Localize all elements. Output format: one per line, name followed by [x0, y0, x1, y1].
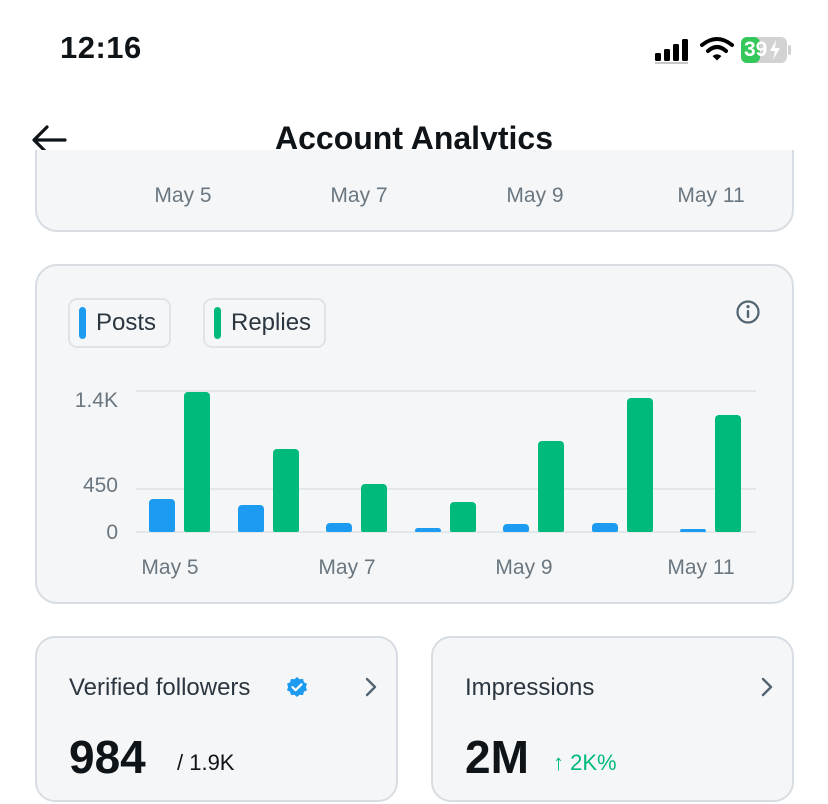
posts-bar[interactable]: [591, 523, 618, 532]
x-axis-label: May 7: [330, 184, 388, 207]
status-time: 12:16: [60, 30, 142, 65]
x-tick-label: May 9: [495, 556, 553, 579]
posts-bar[interactable]: [149, 498, 175, 532]
replies-bar[interactable]: [538, 440, 564, 532]
replies-bar[interactable]: [449, 501, 476, 532]
replies-swatch: [214, 307, 221, 339]
chevron-right-icon: [761, 677, 773, 697]
replies-bar[interactable]: [715, 415, 741, 532]
posts-bar[interactable]: [326, 522, 352, 532]
x-axis-label: May 11: [677, 184, 745, 207]
posts-swatch: [79, 307, 86, 339]
x-axis-label: May 5: [154, 184, 212, 207]
replies-bar[interactable]: [361, 484, 387, 532]
battery-indicator: 39: [740, 36, 792, 64]
y-tick-label: 1.4K: [74, 389, 118, 412]
cellular-signal-icon: [655, 39, 688, 64]
posts-replies-chart-card: [35, 264, 794, 604]
posts-bar[interactable]: [237, 504, 264, 532]
info-icon[interactable]: [735, 299, 761, 325]
posts-bar[interactable]: [503, 524, 529, 532]
verified-followers-card[interactable]: Verified followers 984 / 1.9K: [35, 636, 398, 802]
y-tick-label: 450: [82, 474, 118, 497]
replies-bar[interactable]: [626, 398, 653, 532]
impressions-label: Impressions: [465, 674, 595, 701]
posts-bar[interactable]: [680, 529, 706, 532]
verified-badge-icon: [287, 677, 307, 697]
impressions-card[interactable]: Impressions 2M ↑ 2K%: [431, 636, 794, 802]
back-arrow-icon[interactable]: [30, 122, 68, 158]
replies-bar[interactable]: [272, 448, 299, 532]
gridline: [136, 390, 756, 392]
x-tick-label: May 11: [667, 556, 735, 579]
legend-posts-toggle[interactable]: Posts: [68, 298, 171, 348]
gridline: [136, 531, 756, 533]
x-tick-label: May 7: [318, 556, 376, 579]
posts-bar[interactable]: [414, 528, 441, 532]
bars-area: [136, 390, 756, 532]
chevron-right-icon: [365, 677, 377, 697]
wifi-icon: [700, 37, 734, 61]
previous-chart-card: May 5 May 7 May 9 May 11: [35, 150, 794, 232]
legend-replies-toggle[interactable]: Replies: [203, 298, 326, 348]
legend-replies-label: Replies: [231, 309, 312, 336]
y-tick-label: 0: [106, 521, 118, 544]
x-axis-label: May 9: [506, 184, 564, 207]
gridline: [136, 488, 756, 490]
battery-icon: [741, 37, 791, 63]
legend-posts-label: Posts: [96, 309, 157, 336]
battery-percent: 39: [744, 38, 768, 61]
verified-followers-label: Verified followers: [69, 674, 251, 701]
verified-followers-value: 984: [69, 731, 146, 783]
impressions-value: 2M: [465, 731, 529, 783]
replies-bar[interactable]: [184, 392, 210, 532]
impressions-change: ↑ 2K%: [553, 750, 617, 775]
verified-followers-total: / 1.9K: [177, 750, 235, 775]
x-tick-label: May 5: [141, 556, 199, 579]
